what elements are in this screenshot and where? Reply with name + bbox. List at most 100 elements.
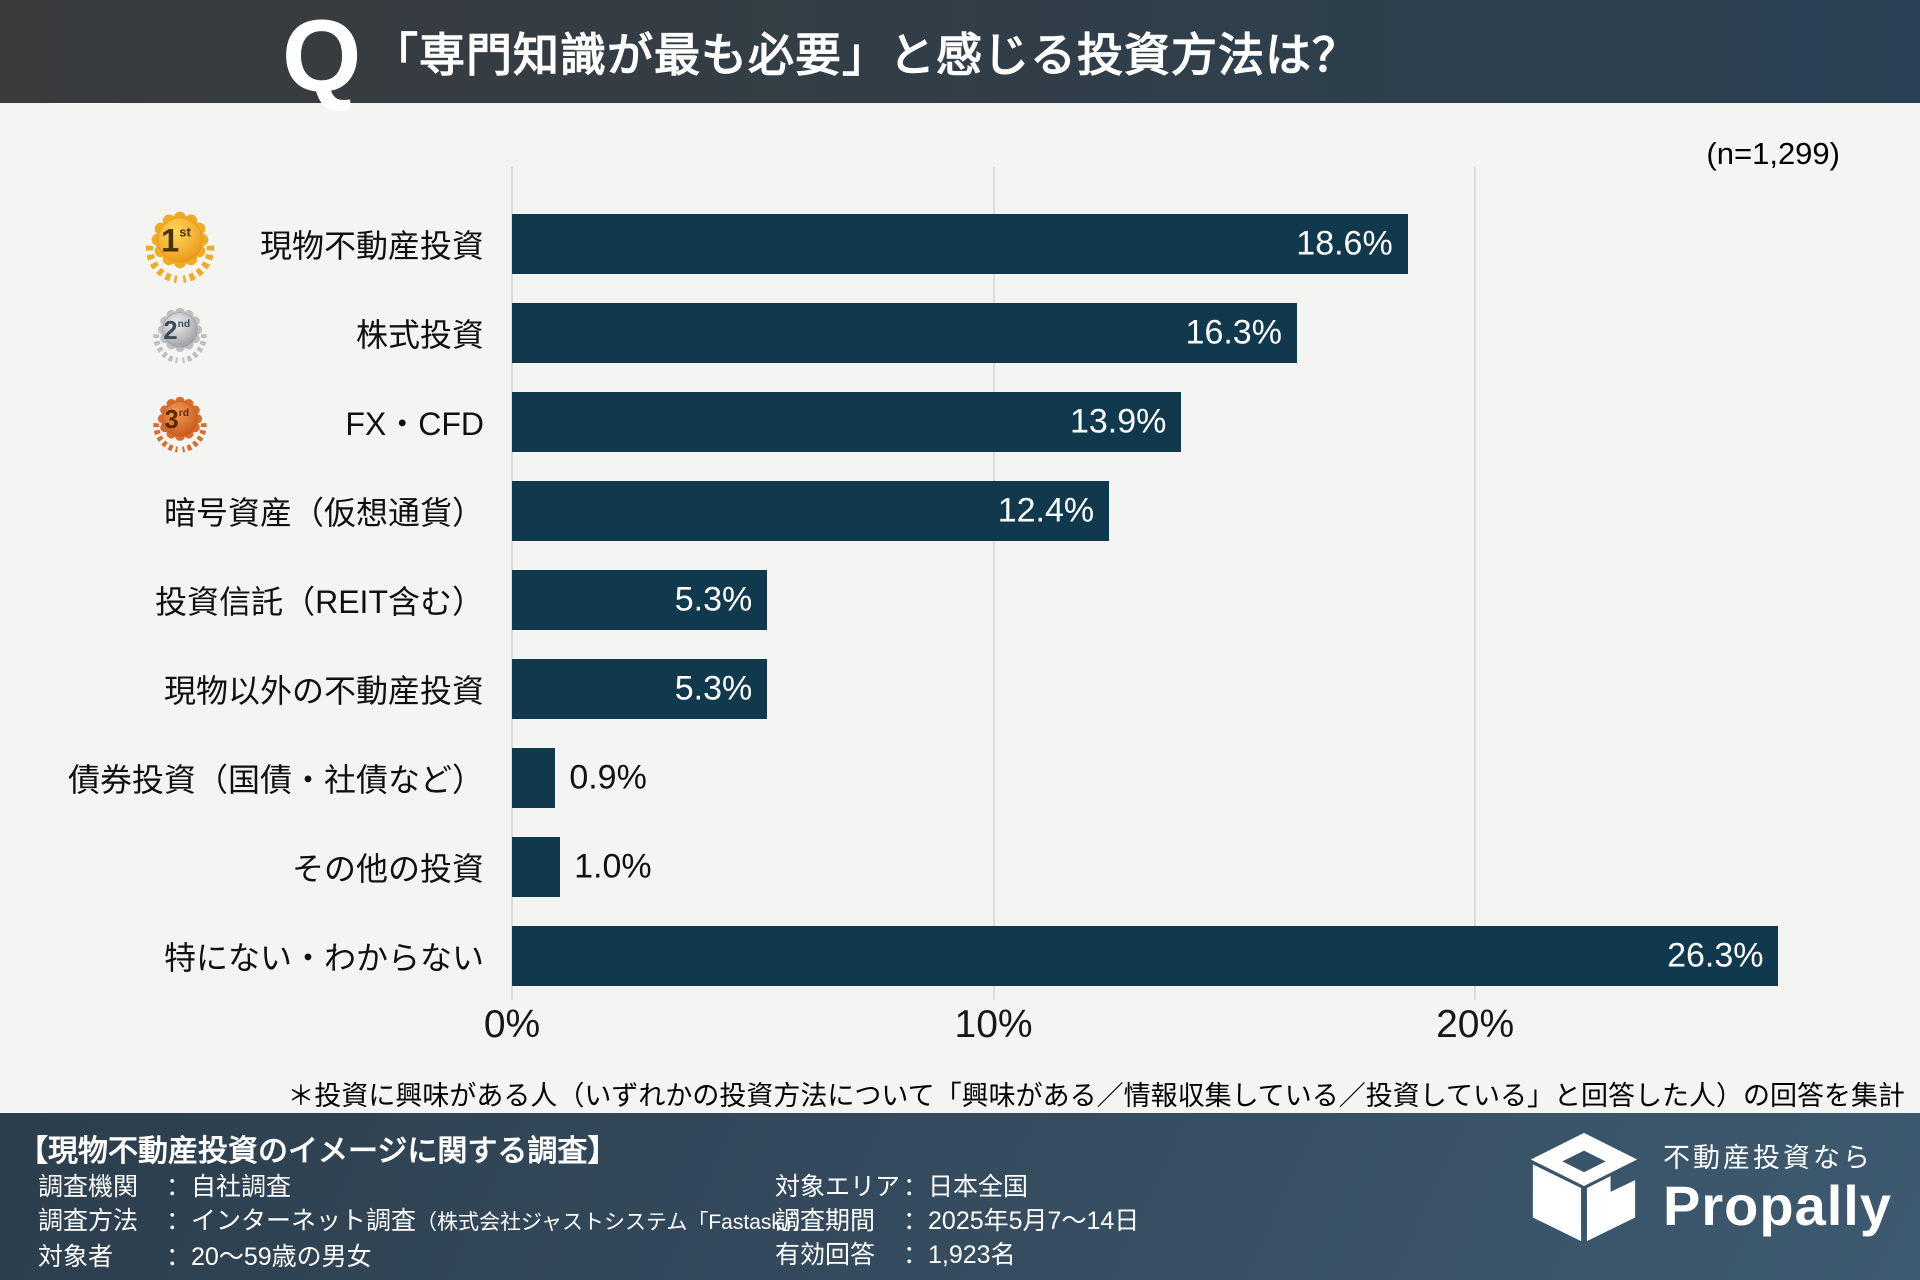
bar-cell: 18.6%: [512, 199, 1870, 288]
logo-text: 不動産投資なら Propally: [1663, 1136, 1892, 1237]
survey-meta-right: 対象エリア ：日本全国 調査期間 ：2025年5月7〜14日 有効回答 ：1,923名: [775, 1170, 1139, 1272]
meta-colon: ：: [903, 1207, 929, 1235]
category-label-cell: 特にない・わからない: [0, 911, 512, 1000]
survey-meta-row: 対象エリア ：日本全国: [775, 1170, 1139, 1204]
bar: 13.9%: [512, 391, 1182, 452]
bar: 5.3%: [512, 658, 768, 719]
chart-row: 2nd 株式投資 16.3%: [0, 288, 1920, 377]
meta-colon: ：: [903, 1173, 929, 1201]
chart-row: 債券投資（国債・社債など） 0.9%: [0, 733, 1920, 822]
survey-meta-row: 有効回答 ：1,923名: [775, 1238, 1139, 1272]
footnote: ＊投資に興味がある人（いずれかの投資方法について「興味がある／情報収集している／…: [287, 1081, 1905, 1111]
meta-value: 自社調査: [191, 1173, 292, 1201]
bar-cell: 5.3%: [512, 644, 1870, 733]
category-label-cell: 1st 現物不動産投資: [0, 199, 512, 288]
bar: 12.4%: [512, 480, 1110, 541]
bar-cell: 26.3%: [512, 911, 1870, 1000]
meta-label: 対象者: [38, 1243, 114, 1271]
meta-label: 対象エリア: [775, 1173, 901, 1201]
survey-meta-row: 調査機関 ：自社調査: [38, 1170, 813, 1204]
chart-row: 暗号資産（仮想通貨） 12.4%: [0, 466, 1920, 555]
propally-box-icon: [1530, 1132, 1638, 1242]
category-label: 債券投資（国債・社債など）: [67, 761, 484, 798]
bar: 26.3%: [512, 925, 1779, 986]
bar: 5.3%: [512, 569, 768, 630]
meta-colon: ：: [903, 1241, 929, 1269]
meta-label: 調査期間: [775, 1207, 876, 1235]
bar-chart: 1st 現物不動産投資 18.6% 2nd 株式投資 16.3% 3rd FX・CFD 13.9…: [0, 167, 1920, 1000]
survey-meta-row: 調査方法 ：インターネット調査（株式会社ジャストシステム「Fastask」）: [38, 1204, 813, 1240]
meta-colon: ：: [166, 1207, 192, 1235]
meta-value: 20〜59歳の男女: [191, 1243, 372, 1271]
category-label-cell: 投資信託（REIT含む）: [0, 555, 512, 644]
chart-row: 特にない・わからない 26.3%: [0, 911, 1920, 1000]
bar-cell: 1.0%: [512, 822, 1870, 911]
category-label-cell: 暗号資産（仮想通貨）: [0, 466, 512, 555]
propally-logo: 不動産投資なら Propally: [1525, 1125, 1892, 1247]
survey-meta-row: 対象者 ：20〜59歳の男女: [38, 1240, 813, 1274]
survey-title: 【現物不動産投資のイメージに関する調査】: [18, 1135, 618, 1168]
meta-value: 1,923名: [928, 1241, 1016, 1269]
survey-footer: 【現物不動産投資のイメージに関する調査】 調査機関 ：自社調査 調査方法 ：インターネ…: [0, 1113, 1920, 1280]
category-label: FX・CFD: [345, 405, 484, 442]
value-label: 13.9%: [1069, 402, 1167, 440]
page-title: 「専門知識が最も必要」と感じる投資方法は？: [372, 28, 1359, 81]
category-label: 特にない・わからない: [163, 939, 484, 976]
value-label: 26.3%: [1667, 936, 1764, 974]
bar-cell: 13.9%: [512, 377, 1870, 466]
survey-meta-row: 調査期間 ：2025年5月7〜14日: [775, 1204, 1139, 1238]
logo-tagline: 不動産投資なら: [1663, 1142, 1874, 1173]
survey-meta-left: 調査機関 ：自社調査 調査方法 ：インターネット調査（株式会社ジャストシステム「Fas…: [38, 1170, 813, 1274]
value-label: 0.9%: [569, 758, 647, 796]
value-label: 12.4%: [997, 491, 1095, 529]
bar: 16.3%: [512, 302, 1297, 363]
gridline: [992, 167, 995, 1000]
value-label: 1.0%: [574, 847, 652, 885]
gridline: [1474, 167, 1477, 1000]
category-label-cell: 債券投資（国債・社債など）: [0, 733, 512, 822]
chart-row: 1st 現物不動産投資 18.6%: [0, 199, 1920, 288]
chart-row: その他の投資 1.0%: [0, 822, 1920, 911]
chart-row: 投資信託（REIT含む） 5.3%: [0, 555, 1920, 644]
bar-cell: 16.3%: [512, 288, 1870, 377]
value-label: 5.3%: [674, 669, 753, 707]
value-label: 16.3%: [1185, 313, 1282, 351]
meta-label: 調査機関: [38, 1173, 139, 1201]
x-axis-tick: 10%: [954, 1003, 1033, 1046]
meta-label: 有効回答: [775, 1241, 876, 1269]
bar-cell: 12.4%: [512, 466, 1870, 555]
x-axis-tick: 0%: [483, 1003, 541, 1046]
x-axis-tick: 20%: [1436, 1003, 1515, 1046]
meta-value: インターネット調査: [191, 1207, 417, 1235]
logo-brand: Propally: [1663, 1173, 1892, 1237]
chart-rows: 1st 現物不動産投資 18.6% 2nd 株式投資 16.3% 3rd FX・CFD 13.9…: [0, 199, 1920, 1000]
x-axis: 0% 10% 20%: [484, 1003, 1870, 1053]
category-label: 株式投資: [355, 316, 484, 353]
question-header: Q 「専門知識が最も必要」と感じる投資方法は？: [0, 0, 1920, 107]
category-label: 投資信託（REIT含む）: [155, 583, 484, 620]
bar-cell: 5.3%: [512, 555, 1870, 644]
meta-note: （株式会社ジャストシステム「Fastask」）: [416, 1211, 814, 1234]
rank-3-medal-icon: 3rd: [153, 396, 207, 452]
sample-size: (n=1,299): [1706, 136, 1840, 171]
category-label: 現物以外の不動産投資: [163, 672, 484, 709]
chart-row: 3rd FX・CFD 13.9%: [0, 377, 1920, 466]
bar-cell: 0.9%: [512, 733, 1870, 822]
category-label-cell: 現物以外の不動産投資: [0, 644, 512, 733]
category-label-cell: その他の投資: [0, 822, 512, 911]
meta-colon: ：: [166, 1173, 192, 1201]
rank-2-medal-icon: 2nd: [153, 307, 207, 363]
value-label: 18.6%: [1296, 224, 1393, 262]
bar: [512, 836, 561, 897]
meta-label: 調査方法: [38, 1207, 139, 1235]
bar: 18.6%: [512, 213, 1408, 274]
category-label: 暗号資産（仮想通貨）: [163, 494, 484, 531]
bar: [512, 747, 556, 808]
q-logo: Q: [282, 0, 362, 113]
category-label-cell: 2nd 株式投資: [0, 288, 512, 377]
category-label-cell: 3rd FX・CFD: [0, 377, 512, 466]
meta-value: 2025年5月7〜14日: [928, 1207, 1140, 1235]
meta-value: 日本全国: [928, 1173, 1029, 1201]
chart-row: 現物以外の不動産投資 5.3%: [0, 644, 1920, 733]
